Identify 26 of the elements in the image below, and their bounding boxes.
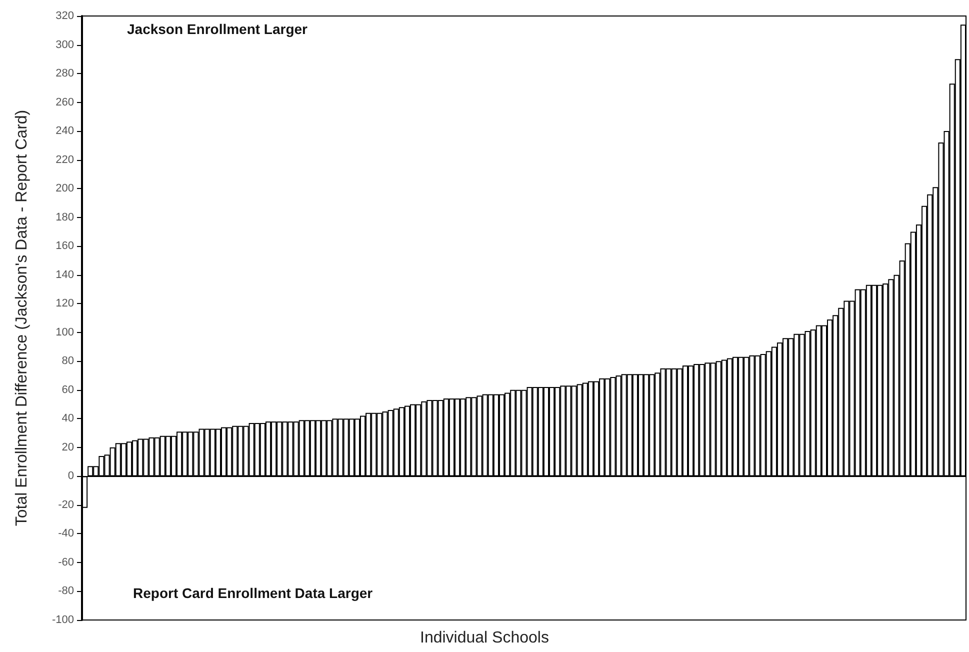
y-tick-label: -60 [58, 556, 74, 568]
y-tick-label: -20 [58, 498, 74, 511]
y-tick-label: -80 [58, 585, 74, 598]
y-tick-label: -100 [52, 614, 74, 626]
y-tick-label: 180 [56, 211, 74, 224]
y-axis-title: Total Enrollment Difference (Jackson's Data - Report Card) [14, 110, 30, 526]
y-tick-label: -40 [58, 528, 74, 540]
y-tick-label: 200 [56, 182, 74, 195]
y-tick-label: 240 [56, 125, 74, 138]
x-axis-title: Individual Schools [420, 630, 549, 646]
y-tick-label: 20 [62, 441, 74, 454]
y-tick-label: 280 [56, 68, 74, 80]
y-tick-label: 140 [56, 268, 74, 281]
y-tick-label: 220 [56, 154, 74, 166]
y-tick-label: 40 [62, 412, 74, 425]
y-tick-label: 160 [56, 240, 74, 252]
y-tick-label: 100 [56, 326, 74, 338]
y-tick-label: 260 [56, 96, 74, 108]
y-tick-label: 80 [62, 355, 74, 368]
y-tick-label: 0 [68, 470, 74, 482]
y-tick-label: 120 [56, 298, 74, 310]
annotation: Jackson Enrollment Larger [127, 21, 308, 37]
y-tick-label: 320 [56, 10, 74, 22]
annotation: Report Card Enrollment Data Larger [133, 585, 374, 601]
y-tick-label: 300 [56, 38, 74, 51]
y-tick-label: 60 [62, 384, 74, 396]
